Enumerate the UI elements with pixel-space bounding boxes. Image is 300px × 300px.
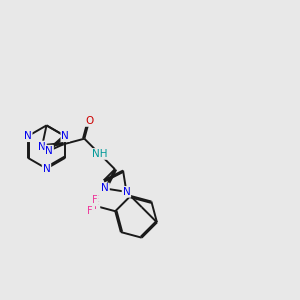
Text: F: F <box>92 195 98 206</box>
Text: N: N <box>101 184 109 194</box>
Text: N: N <box>61 131 69 141</box>
Text: F: F <box>93 201 98 211</box>
Text: N: N <box>24 131 32 141</box>
Text: N: N <box>123 187 130 197</box>
Text: F: F <box>94 201 100 212</box>
Text: F: F <box>91 207 97 217</box>
Text: F: F <box>88 206 93 216</box>
Text: N: N <box>43 164 50 174</box>
Text: N: N <box>45 146 53 156</box>
Text: O: O <box>85 116 93 126</box>
Text: F: F <box>94 194 100 205</box>
Text: N: N <box>38 142 46 152</box>
Text: NH: NH <box>92 149 107 159</box>
